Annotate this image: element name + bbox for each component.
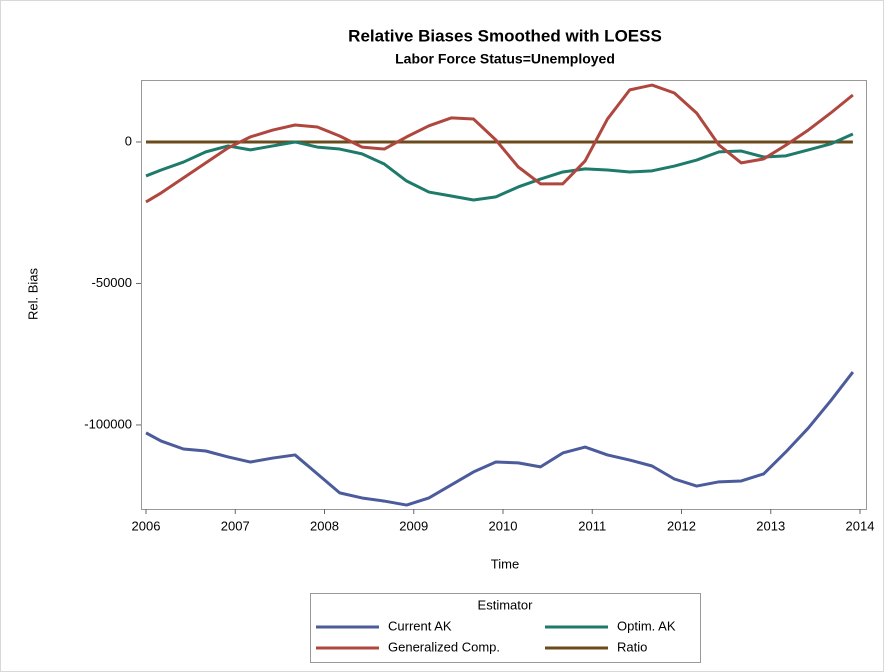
x-tick-label: 2011 [578,518,606,533]
x-tick-label: 2010 [489,518,518,533]
x-tick-label: 2014 [846,518,875,533]
y-tick-label: -50000 [92,275,132,290]
chart-title: Relative Biases Smoothed with LOESS [348,26,662,45]
legend-title: Estimator [478,597,534,612]
legend-label: Current AK [388,618,452,633]
y-tick-label: 0 [125,133,132,148]
y-tick-label: -100000 [84,416,132,431]
x-tick-label: 2012 [667,518,696,533]
x-tick-label: 2006 [132,518,161,533]
x-tick-label: 2007 [221,518,250,533]
x-tick-label: 2009 [399,518,428,533]
legend-label: Optim. AK [617,618,676,633]
legend-label: Generalized Comp. [388,639,500,654]
x-axis-label: Time [491,556,519,571]
series-line [145,371,855,507]
series-line [145,83,854,204]
x-tick-label: 2008 [310,518,339,533]
y-axis-label: Rel. Bias [25,267,40,320]
plot-area [141,80,867,510]
series-line [145,132,854,202]
legend-label: Ratio [617,639,647,654]
x-tick-label: 2013 [756,518,785,533]
chart-subtitle: Labor Force Status=Unemployed [395,51,615,67]
